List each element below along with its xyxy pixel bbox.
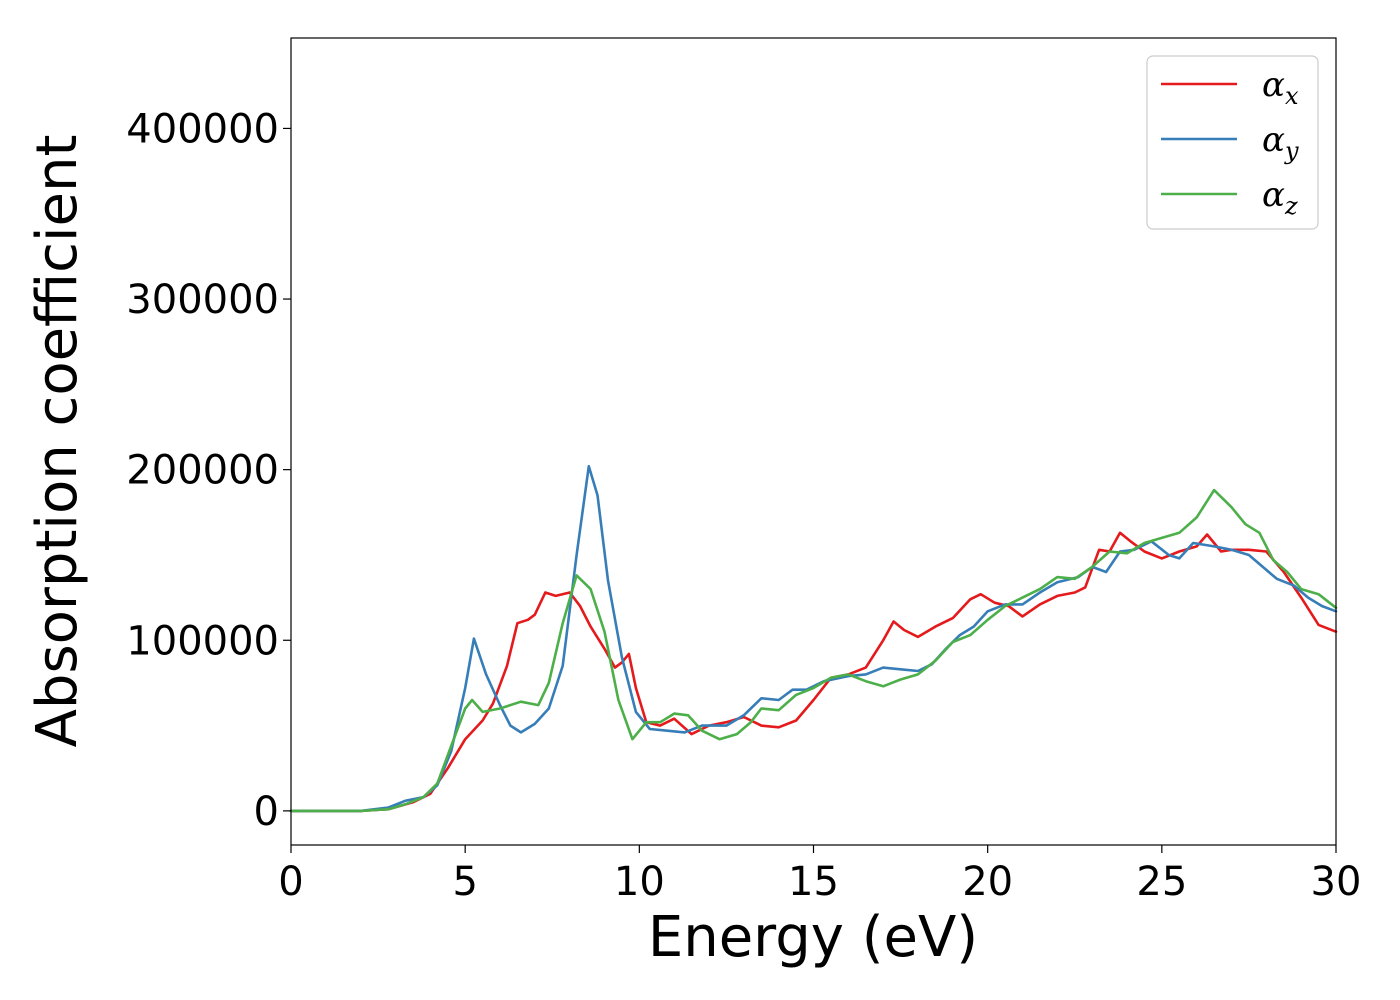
- legend-label-base: α: [1262, 65, 1285, 105]
- x-tick-label: 10: [614, 859, 665, 905]
- y-tick-label: 200000: [126, 448, 279, 494]
- x-axis-ticks: 0 5 10 15 20 25 30: [278, 845, 1361, 905]
- series-layer: [289, 464, 1338, 813]
- series-line-z: [289, 488, 1338, 813]
- legend-label-subscript: x: [1285, 82, 1299, 110]
- y-tick-label: 100000: [126, 618, 279, 664]
- y-axis-ticks: 0 100000 200000 300000 400000: [126, 106, 291, 835]
- legend-label-z: αz: [1262, 175, 1298, 220]
- legend-label-x: αx: [1262, 65, 1299, 110]
- series-line-y: [289, 464, 1338, 813]
- legend-label-subscript: z: [1284, 192, 1298, 220]
- x-tick-label: 20: [962, 859, 1013, 905]
- y-tick-label: 300000: [126, 277, 279, 323]
- x-tick-label: 0: [278, 859, 303, 905]
- y-tick-label: 400000: [126, 106, 279, 152]
- x-axis-title: Energy (eV): [648, 905, 978, 970]
- y-tick-label: 0: [254, 789, 279, 835]
- y-axis-title: Absorption coefficient: [25, 135, 90, 748]
- x-tick-label: 25: [1136, 859, 1187, 905]
- legend-label-y: αy: [1262, 120, 1299, 165]
- legend-label-base: α: [1262, 120, 1285, 160]
- legend-label-subscript: y: [1284, 137, 1299, 165]
- series-line-x: [289, 531, 1338, 813]
- legend-label-base: α: [1262, 175, 1285, 215]
- legend-box: [1146, 55, 1319, 230]
- x-tick-label: 30: [1311, 859, 1362, 905]
- x-tick-label: 5: [452, 859, 477, 905]
- x-tick-label: 15: [788, 859, 839, 905]
